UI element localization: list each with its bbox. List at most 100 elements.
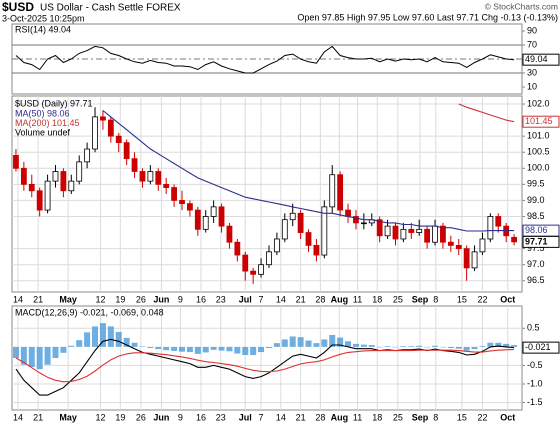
histogram-bar — [376, 346, 383, 348]
histogram-bar — [107, 326, 114, 347]
value-tag-box — [522, 235, 560, 248]
candle-body — [455, 245, 462, 250]
histogram-bar — [250, 346, 257, 356]
histogram-bar — [463, 346, 470, 351]
histogram-bar — [92, 326, 99, 347]
y-tick-label: 99.5 — [527, 179, 545, 189]
histogram-bar — [234, 346, 241, 354]
histogram-bar — [337, 337, 344, 347]
x-tick-label: 12 — [96, 412, 106, 422]
histogram-bar — [202, 346, 209, 353]
y-tick-label: 30 — [527, 67, 537, 77]
candle-body — [495, 216, 502, 227]
x-tick-label: 18 — [372, 294, 382, 304]
x-tick-label: Jun — [153, 412, 169, 422]
y-tick-label: 70 — [527, 39, 537, 49]
y-tick-label: 10 — [527, 81, 537, 91]
candle-body — [92, 116, 98, 150]
histogram-bar — [400, 346, 407, 347]
histogram-bar — [432, 345, 439, 347]
histogram-bar — [52, 346, 59, 358]
x-tick-label: Sep — [412, 294, 429, 304]
x-tick-label: 14 — [276, 294, 286, 304]
candle-body — [447, 241, 454, 246]
candle-body — [210, 206, 217, 217]
candle-body — [131, 158, 138, 172]
value-tag: 101.45 — [525, 116, 553, 126]
x-tick-label: 18 — [372, 412, 382, 422]
x-tick-label: 26 — [136, 412, 146, 422]
candle-body — [76, 161, 83, 182]
candle-body — [463, 248, 470, 269]
x-tick-label: 21 — [296, 412, 306, 422]
x-tick-label: 25 — [393, 294, 403, 304]
histogram-bar — [60, 346, 67, 353]
candle-body — [392, 225, 399, 240]
x-tick-label: 9 — [178, 412, 183, 422]
x-tick-label: 21 — [33, 294, 43, 304]
candle-body — [194, 209, 201, 230]
candle-body — [123, 142, 130, 160]
annotation: Volume undef — [15, 127, 71, 137]
histogram-bar — [439, 346, 446, 348]
histogram-bar — [511, 345, 518, 347]
candle-body — [273, 238, 280, 253]
candle-body — [313, 245, 320, 256]
histogram-bar — [321, 339, 328, 347]
legend-entry: MA(50) 98.06 — [15, 108, 70, 118]
x-tick-label: 8 — [433, 294, 438, 304]
candle-body — [281, 219, 288, 240]
candle-body — [345, 209, 351, 217]
histogram-bar — [131, 342, 138, 347]
candle-body — [155, 171, 162, 185]
moving-average — [102, 110, 515, 232]
histogram-bar — [495, 342, 502, 347]
candle-body — [353, 216, 359, 224]
histogram-bar — [360, 344, 367, 347]
histogram-bar — [352, 343, 359, 347]
candle-body — [432, 225, 438, 243]
candle-body — [68, 180, 75, 192]
candle-body — [337, 174, 344, 211]
histogram-bar — [28, 346, 35, 367]
y-tick-label: 90 — [527, 25, 537, 35]
y-tick-label: 98.5 — [527, 211, 545, 221]
panel-title: MACD(12,26,9) -0.021, -0.069, 0.048 — [15, 307, 164, 317]
candle-body — [424, 228, 431, 243]
x-tick-label: 11 — [353, 294, 362, 304]
legend-entry: MA(200) 101.45 — [15, 118, 80, 128]
x-tick-label: Sep — [412, 412, 429, 422]
x-tick-label: Jul — [239, 412, 252, 422]
histogram-bar — [281, 339, 288, 347]
panel-title: $USD (Daily) 97.71 — [15, 98, 93, 108]
candle-body — [408, 228, 415, 233]
candle-body — [321, 206, 328, 256]
candle-body — [28, 183, 35, 192]
x-tick-label: Jun — [153, 294, 169, 304]
x-tick-label: 7 — [259, 412, 264, 422]
histogram-bar — [329, 334, 336, 347]
histogram-bar — [258, 346, 265, 353]
x-tick-label: 15 — [457, 412, 467, 422]
candle-body — [147, 171, 154, 182]
histogram-bar — [313, 343, 320, 347]
histogram-bar — [447, 346, 454, 348]
x-tick-label: 22 — [477, 412, 487, 422]
value-tag-box — [522, 53, 560, 66]
histogram-bar — [368, 345, 375, 347]
x-tick-label: 26 — [136, 294, 146, 304]
panel-frame — [11, 305, 523, 411]
date: 3-Oct-2025 10:25pm — [2, 13, 85, 23]
candle-body — [487, 216, 494, 240]
x-tick-label: 16 — [196, 294, 206, 304]
candle-body — [305, 232, 312, 246]
candle-body — [479, 238, 486, 253]
value-tag-box — [522, 341, 560, 354]
histogram-bar — [84, 332, 91, 347]
y-tick-label: 99.0 — [527, 195, 545, 205]
x-tick-label: Aug — [331, 412, 349, 422]
quote: Open 97.85 High 97.95 Low 97.60 Last 97.… — [297, 12, 558, 22]
candle-body — [52, 171, 59, 182]
x-tick-label: 23 — [216, 294, 226, 304]
